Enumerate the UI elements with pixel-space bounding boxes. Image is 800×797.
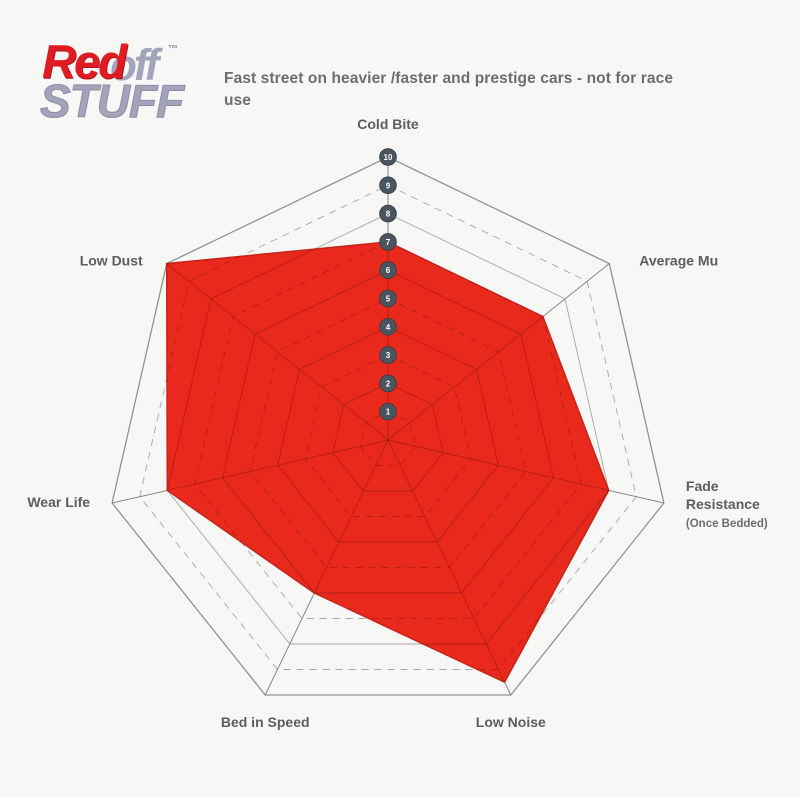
- svg-text:Low Noise: Low Noise: [476, 714, 546, 730]
- svg-text:3: 3: [386, 351, 391, 360]
- svg-text:Wear Life: Wear Life: [27, 494, 90, 510]
- inner-axis-spokes: [166, 241, 609, 683]
- svg-text:(Once Bedded): (Once Bedded): [686, 518, 768, 530]
- svg-text:Bed in Speed: Bed in Speed: [221, 714, 310, 730]
- logo-stuff-text: STUFF: [39, 75, 184, 127]
- svg-text:4: 4: [386, 323, 391, 332]
- svg-text:8: 8: [386, 210, 391, 219]
- svg-text:10: 10: [384, 153, 393, 162]
- svg-text:Low Dust: Low Dust: [80, 253, 143, 269]
- svg-text:Resistance: Resistance: [686, 496, 760, 512]
- svg-text:6: 6: [386, 266, 391, 275]
- tick-badges: 1 2 3 4 5 6 7 8 9 10: [379, 148, 397, 421]
- chart-title: Fast street on heavier /faster and prest…: [224, 70, 674, 110]
- svg-text:2: 2: [386, 379, 391, 388]
- svg-text:5: 5: [386, 295, 391, 304]
- logo-red-text: Red: [42, 35, 127, 88]
- redstuff-logo: off Red ™ STUFF: [36, 36, 216, 136]
- axis-labels: Cold Bite Average Mu Fade Resistance (Once B…: [27, 116, 768, 730]
- svg-text:1: 1: [386, 408, 391, 417]
- svg-text:Fade: Fade: [686, 478, 719, 494]
- svg-text:9: 9: [386, 181, 391, 190]
- svg-text:Average Mu: Average Mu: [639, 253, 718, 269]
- svg-text:Cold Bite: Cold Bite: [357, 116, 419, 132]
- svg-text:7: 7: [386, 238, 391, 247]
- trademark-symbol: ™: [168, 44, 178, 55]
